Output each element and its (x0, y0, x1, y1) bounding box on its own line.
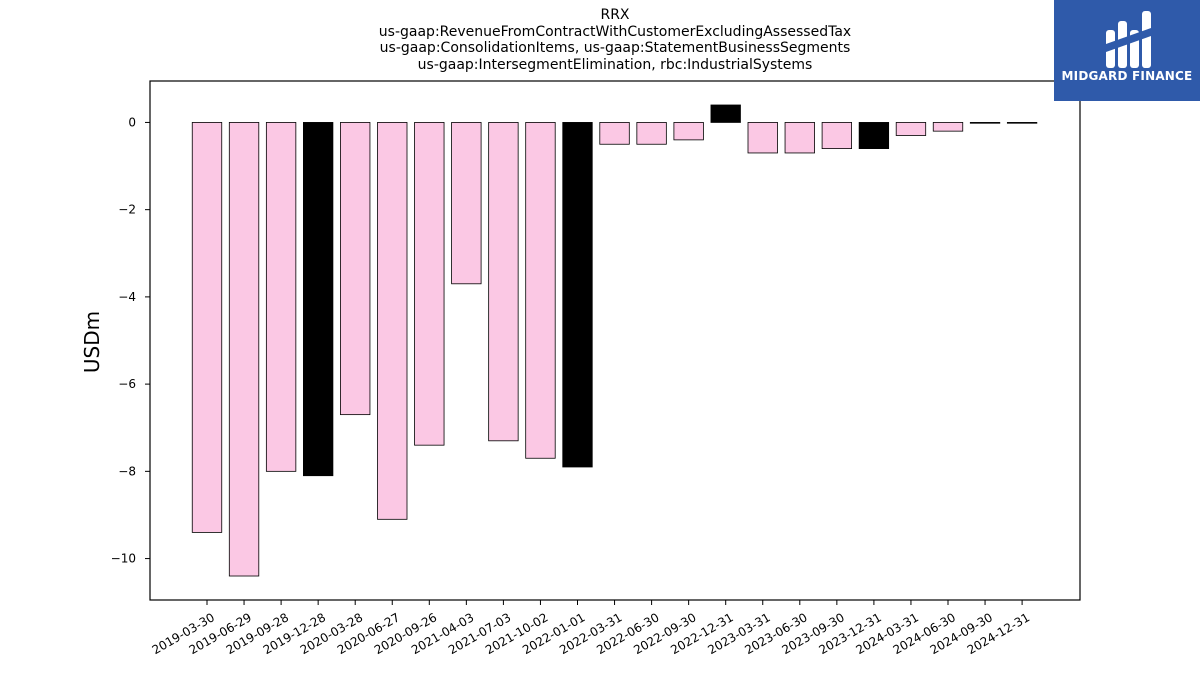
bar (377, 122, 408, 520)
y-tick-label: −8 (118, 464, 136, 478)
bar (562, 122, 593, 468)
bar (599, 122, 630, 145)
logo-mark-icon (1106, 11, 1151, 68)
y-tick-label: 0 (128, 115, 136, 129)
bar (710, 104, 741, 123)
y-tick-label: −4 (118, 290, 136, 304)
bar (191, 122, 223, 533)
bar (969, 122, 1001, 124)
logo-text: MIDGARD FINANCE (1061, 69, 1193, 83)
chart-subtitle-line-2: us-gaap:ConsolidationItems, us-gaap:Stat… (379, 40, 851, 56)
bar (302, 122, 334, 477)
bar (414, 122, 445, 446)
bar (488, 122, 519, 442)
bar (265, 122, 297, 472)
bar (451, 122, 482, 285)
bar (228, 122, 260, 577)
bar (747, 122, 778, 154)
bar (1006, 122, 1038, 124)
y-axis-label: USDm (80, 310, 104, 374)
bar (932, 122, 964, 132)
bar (525, 122, 556, 459)
chart-title: RRX (600, 7, 630, 23)
bar (858, 122, 890, 150)
bar (821, 122, 852, 150)
midgard-finance-logo: MIDGARD FINANCE (1054, 0, 1200, 101)
bar (895, 122, 927, 136)
bar (340, 122, 371, 416)
chart-subtitle-line-1: us-gaap:RevenueFromContractWithCustomerE… (378, 24, 852, 40)
y-tick-label: −2 (118, 203, 136, 217)
bar (673, 122, 704, 141)
y-tick-label: −6 (118, 377, 136, 391)
y-tick-label: −10 (111, 552, 136, 566)
bar (636, 122, 667, 145)
chart-subtitle-line-3: us-gaap:IntersegmentElimination, rbc:Ind… (417, 57, 813, 73)
bar (784, 122, 815, 154)
